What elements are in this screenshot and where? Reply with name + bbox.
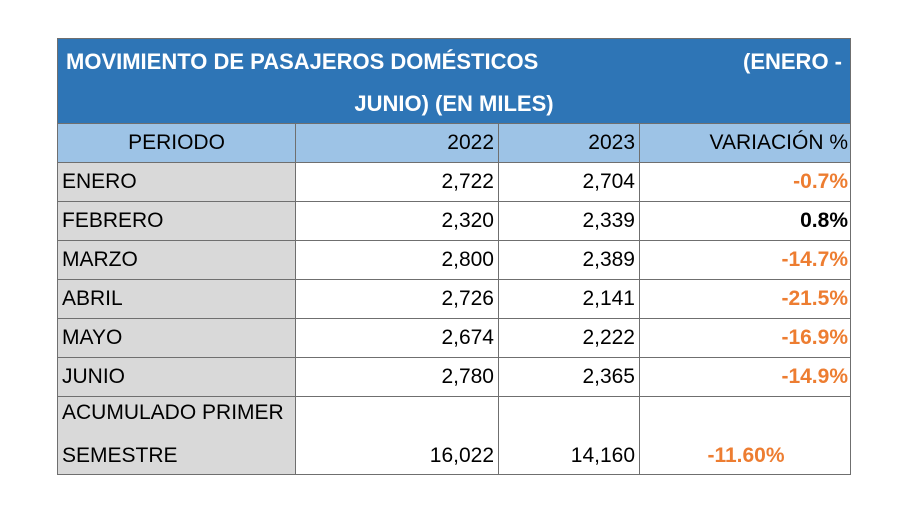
cell-periodo-total: ACUMULADO PRIMER SEMESTRE	[58, 397, 296, 474]
cell-variacion: -21.5%	[781, 287, 848, 310]
cell-periodo: JUNIO	[58, 358, 296, 396]
table-row: MARZO 2,800 2,389 -14.7%	[58, 241, 850, 280]
cell-2023: 2,704	[499, 163, 640, 201]
cell-2022: 2,320	[296, 202, 499, 240]
cell-periodo: ENERO	[58, 163, 296, 201]
cell-2022-total: 16,022	[296, 397, 499, 474]
cell-2022: 2,800	[296, 241, 499, 279]
header-2023: 2023	[499, 124, 640, 162]
table-row: ENERO 2,722 2,704 -0.7%	[58, 163, 850, 202]
cell-2023-total: 14,160	[499, 397, 640, 474]
cell-variacion: -14.9%	[781, 365, 848, 388]
cell-variacion: -16.9%	[781, 326, 848, 349]
cell-periodo: ABRIL	[58, 280, 296, 318]
cell-2022: 2,726	[296, 280, 499, 318]
table-title-line1: MOVIMIENTO DE PASAJEROS DOMÉSTICOS	[66, 49, 539, 74]
table-title-range-start: (ENERO -	[743, 49, 842, 74]
header-variacion: VARIACIÓN %	[640, 124, 850, 162]
total-label-line2: SEMESTRE	[62, 444, 178, 467]
table-title-line2: JUNIO) (EN MILES)	[354, 91, 554, 116]
cell-2023: 2,365	[499, 358, 640, 396]
table-header-row: PERIODO 2022 2023 VARIACIÓN %	[58, 124, 850, 163]
cell-2023: 2,141	[499, 280, 640, 318]
cell-variacion: -14.7%	[781, 248, 848, 271]
header-2022: 2022	[296, 124, 499, 162]
table-title: MOVIMIENTO DE PASAJEROS DOMÉSTICOS (ENER…	[58, 39, 850, 124]
total-label-line1: ACUMULADO PRIMER	[62, 401, 284, 424]
table-total-row: ACUMULADO PRIMER SEMESTRE 16,022 14,160 …	[58, 397, 850, 474]
cell-variacion-total: -11.60%	[707, 444, 785, 467]
cell-2022: 2,674	[296, 319, 499, 357]
cell-2023: 2,389	[499, 241, 640, 279]
cell-2022: 2,780	[296, 358, 499, 396]
cell-2023: 2,222	[499, 319, 640, 357]
table-row: JUNIO 2,780 2,365 -14.9%	[58, 358, 850, 397]
passenger-table: MOVIMIENTO DE PASAJEROS DOMÉSTICOS (ENER…	[57, 38, 851, 475]
table-row: FEBRERO 2,320 2,339 0.8%	[58, 202, 850, 241]
cell-periodo: FEBRERO	[58, 202, 296, 240]
cell-variacion: -0.7%	[793, 170, 848, 193]
header-periodo: PERIODO	[58, 124, 296, 162]
cell-2022: 2,722	[296, 163, 499, 201]
cell-periodo: MARZO	[58, 241, 296, 279]
cell-2023: 2,339	[499, 202, 640, 240]
table-row: MAYO 2,674 2,222 -16.9%	[58, 319, 850, 358]
cell-periodo: MAYO	[58, 319, 296, 357]
table-row: ABRIL 2,726 2,141 -21.5%	[58, 280, 850, 319]
cell-variacion: 0.8%	[800, 209, 848, 232]
